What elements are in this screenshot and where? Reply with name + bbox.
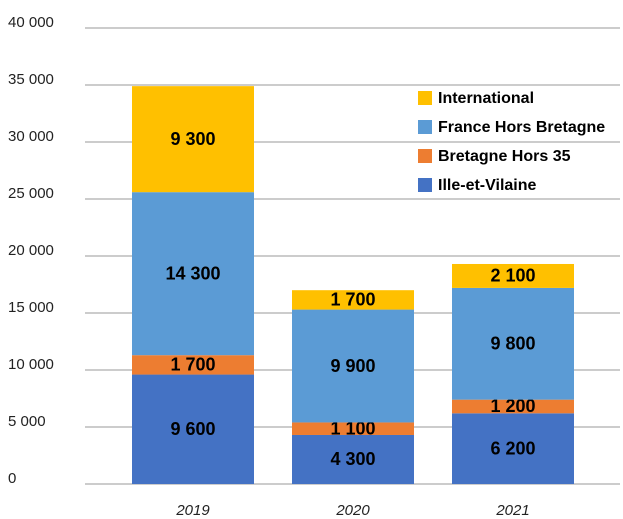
bar-segment (132, 192, 254, 356)
value-label: 9 900 (330, 356, 375, 376)
legend-label: Ille-et-Vilaine (438, 177, 537, 194)
bar-segment (292, 290, 414, 310)
legend-swatch (418, 178, 432, 192)
value-label: 14 300 (165, 263, 220, 283)
legend-label: Bretagne Hors 35 (438, 148, 571, 165)
bar-segment (292, 309, 414, 423)
y-tick-label: 40 000 (8, 14, 54, 31)
value-label: 4 300 (330, 449, 375, 469)
value-label: 2 100 (490, 266, 535, 286)
legend-swatch (418, 120, 432, 134)
value-label: 9 800 (490, 334, 535, 354)
bar-segment (132, 374, 254, 484)
value-label: 1 700 (170, 355, 215, 375)
value-label: 6 200 (490, 438, 535, 458)
y-tick-label: 0 (8, 470, 16, 487)
y-tick-label: 5 000 (8, 413, 46, 430)
y-tick-label: 20 000 (8, 242, 54, 259)
bar-segment (292, 434, 414, 484)
bar-segment (452, 413, 574, 484)
x-tick-label: 2020 (335, 502, 370, 519)
y-tick-label: 15 000 (8, 299, 54, 316)
y-tick-label: 30 000 (8, 128, 54, 145)
value-label: 1 100 (330, 418, 375, 438)
y-tick-label: 35 000 (8, 71, 54, 88)
x-tick-label: 2021 (495, 502, 529, 519)
value-label: 9 300 (170, 129, 215, 149)
bar-segment (452, 287, 574, 400)
value-label: 1 200 (490, 396, 535, 416)
y-tick-label: 10 000 (8, 356, 54, 373)
x-tick-label: 2019 (175, 502, 210, 519)
legend-swatch (418, 91, 432, 105)
legend-label: International (438, 90, 534, 107)
y-tick-label: 25 000 (8, 185, 54, 202)
legend-label: France Hors Bretagne (438, 119, 605, 136)
bar-segment (132, 86, 254, 193)
value-label: 9 600 (170, 419, 215, 439)
bar-segment (132, 355, 254, 375)
value-label: 1 700 (330, 290, 375, 310)
legend-swatch (418, 149, 432, 163)
bar-segment (292, 422, 414, 435)
bar-segment (452, 399, 574, 414)
bar-segment (452, 263, 574, 288)
